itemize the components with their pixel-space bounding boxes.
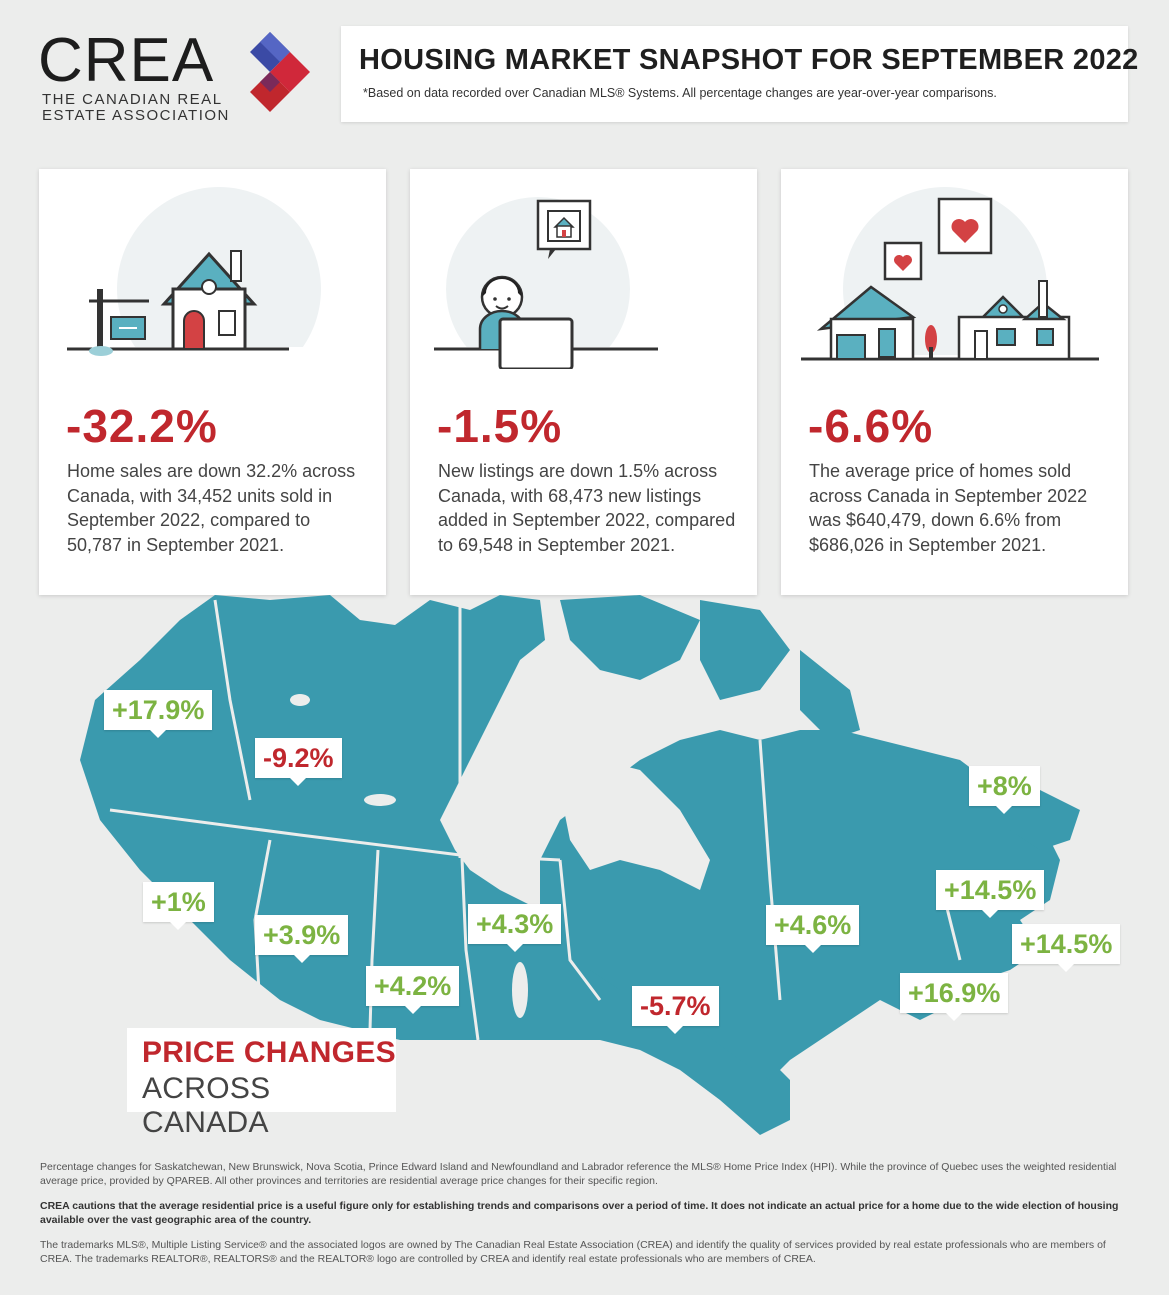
stat-description: New listings are down 1.5% across Canada…: [438, 461, 736, 555]
houses-hearts-icon: [781, 187, 1128, 369]
price-tag-nova-scotia: +16.9%: [900, 973, 1009, 1021]
stat-card-home-sales: -32.2% Home sales are down 32.2% across …: [39, 169, 386, 595]
price-tag-yukon: +17.9%: [104, 690, 213, 738]
price-tag-alberta: +3.9%: [255, 915, 349, 963]
header-note: *Based on data recorded over Canadian ML…: [363, 86, 997, 100]
price-tag-ontario: -5.7%: [632, 986, 719, 1034]
price-changes-line2: ACROSS CANADA: [142, 1072, 271, 1139]
price-tag-quebec: +4.6%: [766, 905, 860, 953]
person-computer-listing-icon: [410, 197, 757, 369]
logo-subtitle: THE CANADIAN REAL ESTATE ASSOCIATION: [42, 91, 230, 124]
map-hudson-bay: [560, 760, 710, 890]
price-tag-pei: +14.5%: [1012, 924, 1121, 972]
house-for-sale-icon: [39, 187, 386, 369]
price-tag-bc: +1%: [143, 882, 214, 930]
stat-card-average-price: -6.6% The average price of homes sold ac…: [781, 169, 1128, 595]
footnote-caution: CREA cautions that the average residenti…: [40, 1200, 1119, 1226]
price-tag-nwt: -9.2%: [255, 738, 342, 786]
crea-logo: CREA THE CANADIAN REAL ESTATE ASSOCIATIO…: [38, 30, 318, 130]
stat-value: -1.5%: [437, 400, 563, 452]
map-landmass-west: [80, 595, 790, 1135]
footnote-methodology: Percentage changes for Saskatchewan, New…: [40, 1161, 1117, 1187]
price-tag-newfoundland: +8%: [969, 766, 1040, 814]
logo-wordmark: CREA: [38, 26, 215, 95]
footnote-trademarks: The trademarks MLS®, Multiple Listing Se…: [40, 1239, 1106, 1265]
price-changes-line1: PRICE CHANGES: [142, 1036, 396, 1069]
price-tag-new-brunswick: +14.5%: [936, 870, 1045, 918]
header-box: HOUSING MARKET SNAPSHOT FOR SEPTEMBER 20…: [341, 26, 1138, 122]
stat-value: -6.6%: [808, 400, 934, 452]
stat-description: The average price of homes sold across C…: [809, 461, 1088, 555]
stat-description: Home sales are down 32.2% across Canada,…: [67, 461, 356, 555]
stat-card-new-listings: -1.5% New listings are down 1.5% across …: [410, 169, 757, 595]
stat-value: -32.2%: [66, 400, 218, 452]
price-tag-manitoba: +4.3%: [468, 904, 562, 952]
page-title: HOUSING MARKET SNAPSHOT FOR SEPTEMBER 20…: [359, 44, 1139, 76]
price-changes-label: PRICE CHANGES ACROSS CANADA: [127, 1028, 396, 1139]
price-tag-saskatchewan: +4.2%: [366, 966, 460, 1014]
crea-diamond-icon: [250, 32, 310, 112]
